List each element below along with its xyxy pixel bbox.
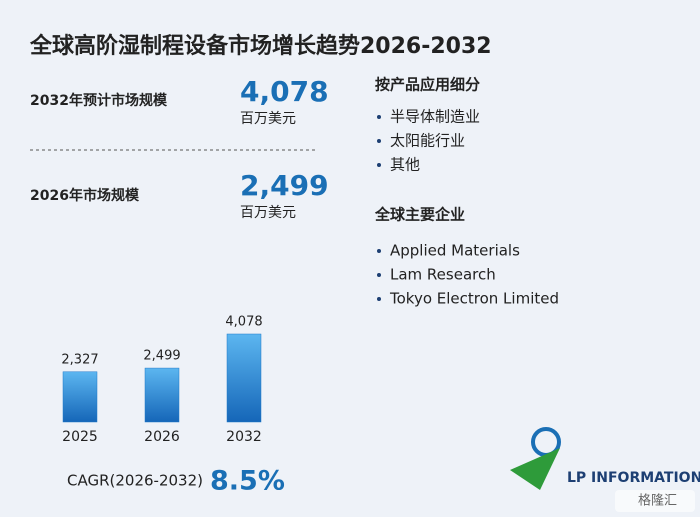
bar <box>62 371 98 423</box>
watermark-box <box>615 490 695 512</box>
value-label: 4,078 <box>225 315 262 330</box>
bullet <box>377 115 381 119</box>
bullet <box>377 249 381 253</box>
list-item: 半导体制造业 <box>390 108 480 126</box>
stat-unit: 百万美元 <box>240 111 296 127</box>
title: 全球高阶湿制程设备市场增长趋势2026-2032 <box>29 33 492 59</box>
value-label: 2,327 <box>61 352 98 367</box>
stat-label: 2026年市场规模 <box>30 187 140 204</box>
logo-icon <box>510 448 560 490</box>
logo-text: LP INFORMATION <box>567 470 700 486</box>
stat-value: 2,499 <box>240 169 329 202</box>
bullet <box>377 273 381 277</box>
list-item: 太阳能行业 <box>390 132 465 150</box>
bullet <box>377 163 381 167</box>
x-tick-label: 2032 <box>226 429 262 445</box>
x-tick-label: 2025 <box>62 429 98 445</box>
stat-label: 2032年预计市场规模 <box>30 92 168 109</box>
bar <box>226 333 262 423</box>
list-item: Applied Materials <box>390 242 520 260</box>
cagr-value: 8.5% <box>210 466 285 497</box>
x-tick-label: 2026 <box>144 429 180 445</box>
section-heading: 全球主要企业 <box>374 206 465 224</box>
section-heading: 按产品应用细分 <box>375 76 480 94</box>
stat-value: 4,078 <box>240 75 329 108</box>
watermark: 格隆汇 <box>638 493 677 509</box>
list-item: 其他 <box>390 156 420 174</box>
bullet <box>377 139 381 143</box>
value-label: 2,499 <box>143 349 180 364</box>
cagr-label: CAGR(2026-2032) <box>67 472 203 490</box>
bar <box>144 367 180 423</box>
list-item: Tokyo Electron Limited <box>389 290 559 308</box>
stat-unit: 百万美元 <box>240 205 296 221</box>
list-item: Lam Research <box>390 266 496 284</box>
bullet <box>377 297 381 301</box>
logo: LP INFORMATION <box>510 427 700 490</box>
